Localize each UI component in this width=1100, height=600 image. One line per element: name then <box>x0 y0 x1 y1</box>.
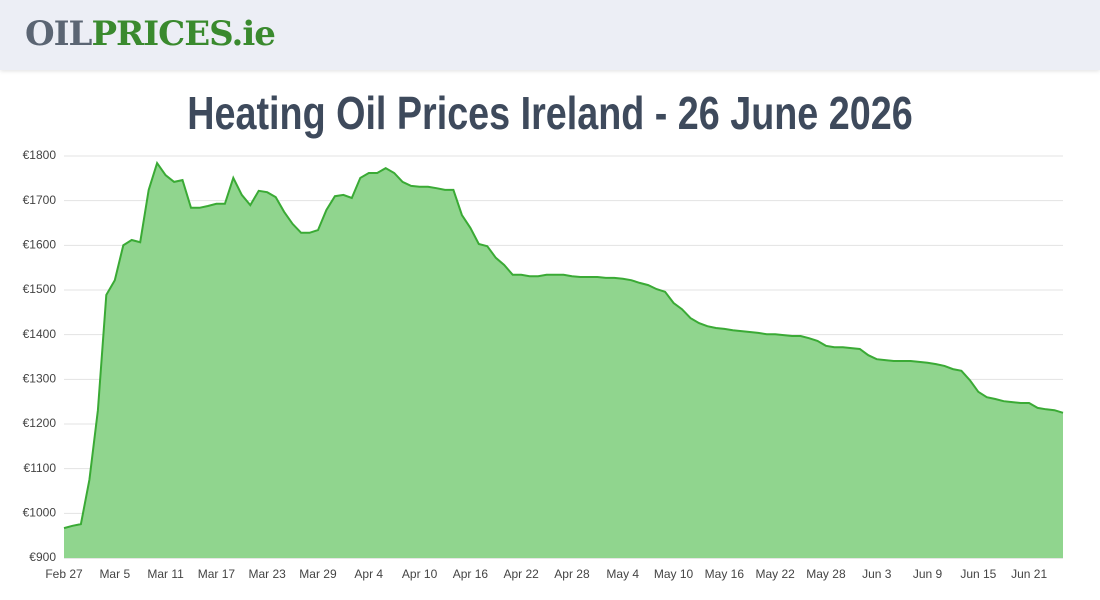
x-tick-label: Jun 3 <box>862 567 892 581</box>
logo-part: OIL <box>25 14 92 54</box>
y-tick-label: €1200 <box>23 416 57 430</box>
y-tick-label: €900 <box>29 550 56 564</box>
x-tick-label: Apr 28 <box>554 567 590 581</box>
x-tick-label: Mar 11 <box>147 567 184 581</box>
x-tick-label: Jun 9 <box>913 567 943 581</box>
x-tick-label: May 16 <box>705 567 745 581</box>
x-tick-label: May 22 <box>755 567 795 581</box>
x-tick-label: May 4 <box>606 567 639 581</box>
x-tick-label: Apr 10 <box>402 567 438 581</box>
x-tick-label: Apr 16 <box>453 567 489 581</box>
y-tick-label: €1600 <box>23 238 57 252</box>
x-tick-label: Jun 15 <box>960 567 996 581</box>
header: OILPRICES.ie <box>0 0 1100 70</box>
y-tick-label: €1500 <box>23 282 57 296</box>
x-tick-label: May 10 <box>654 567 694 581</box>
price-line <box>63 160 1064 530</box>
area-fill <box>64 163 1063 558</box>
x-tick-label: Apr 22 <box>503 567 539 581</box>
x-tick-label: Mar 17 <box>198 567 236 581</box>
logo[interactable]: OILPRICES.ie <box>25 14 276 54</box>
x-tick-label: Apr 4 <box>354 567 383 581</box>
y-tick-label: €1100 <box>24 461 57 475</box>
x-tick-label: Mar 5 <box>99 567 130 581</box>
y-tick-label: €1800 <box>23 148 57 162</box>
y-tick-label: €1400 <box>23 327 57 341</box>
y-tick-label: €1700 <box>23 193 57 207</box>
x-tick-label: May 28 <box>806 567 846 581</box>
x-tick-label: Mar 23 <box>249 567 287 581</box>
logo-part: PRICES.ie <box>91 14 275 54</box>
chart-title: Heating Oil Prices Ireland - 26 June 202… <box>187 87 913 139</box>
x-tick-label: Mar 29 <box>299 567 337 581</box>
y-tick-label: €1000 <box>23 506 57 520</box>
x-tick-label: Jun 21 <box>1011 567 1047 581</box>
x-tick-label: Feb 27 <box>45 567 83 581</box>
y-tick-label: €1300 <box>23 372 57 386</box>
